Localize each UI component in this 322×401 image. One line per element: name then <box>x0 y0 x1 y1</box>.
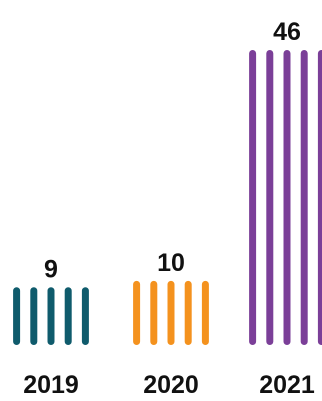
category-label-2019: 2019 <box>23 371 79 399</box>
category-label-2020: 2020 <box>143 371 199 399</box>
category-label-2021: 2021 <box>259 371 315 399</box>
value-label-2021: 46 <box>273 18 301 46</box>
value-label-2019: 9 <box>44 255 58 283</box>
bar-2021 <box>249 50 322 345</box>
bars-layer <box>13 50 322 345</box>
value-labels-layer: 9 10 46 <box>44 18 301 283</box>
bar-2019 <box>13 287 89 345</box>
bar-2020 <box>133 280 209 345</box>
value-label-2020: 10 <box>157 249 185 277</box>
category-labels-layer: 2019 2020 2021 <box>23 371 315 399</box>
